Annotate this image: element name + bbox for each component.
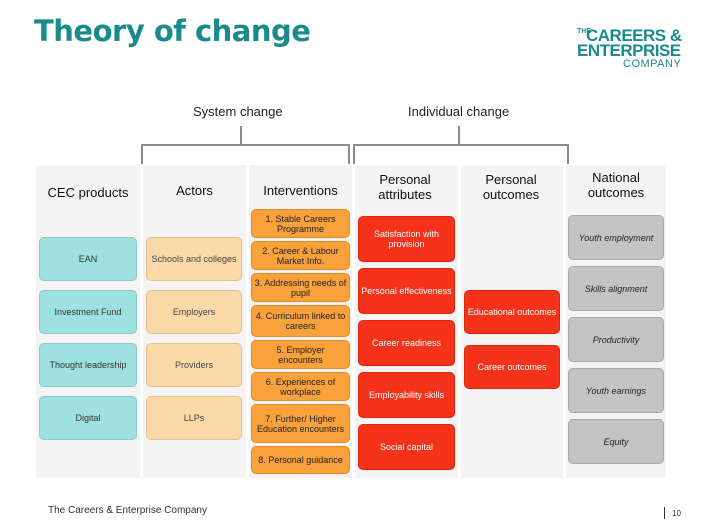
actor-schools-colleges: Schools and colleges [146, 237, 242, 281]
intervention-6: 6. Experiences of workplace [251, 372, 350, 401]
intervention-3: 3. Addressing needs of pupil [251, 273, 350, 302]
logo-line-1: CAREERS & [586, 26, 682, 45]
attribute-career-readiness: Career readiness [358, 320, 455, 366]
national-skills-alignment: Skills alignment [568, 266, 664, 311]
logo-line-3: COMPANY [623, 58, 682, 70]
cec-item-ean: EAN [39, 237, 137, 281]
intervention-8: 8. Personal guidance [251, 446, 350, 474]
national-youth-employment: Youth employment [568, 215, 664, 260]
attribute-personal-effectiveness: Personal effectiveness [358, 268, 455, 314]
actor-employers: Employers [146, 290, 242, 334]
logo-line-2: ENTERPRISE [577, 41, 681, 60]
slide-title: Theory of change [34, 14, 311, 48]
page-number: 10 [672, 509, 681, 518]
intervention-7: 7. Further/ Higher Education encounters [251, 404, 350, 443]
cec-item-thought-leadership: Thought leadership [39, 343, 137, 387]
individual-change-label: Individual change [408, 104, 510, 119]
individual-bracket [353, 144, 569, 164]
system-change-label: System change [193, 104, 283, 119]
footer-company: The Careers & Enterprise Company [48, 505, 207, 516]
attribute-social-capital: Social capital [358, 424, 455, 470]
actors-header: Actors [176, 183, 213, 198]
outcome-educational: Educational outcomes [464, 290, 560, 334]
intervention-5: 5. Employer encounters [251, 340, 350, 369]
actor-llps: LLPs [146, 396, 242, 440]
interventions-header: Interventions [263, 183, 338, 198]
intervention-2: 2. Career & Labour Market Info. [251, 241, 350, 270]
system-bracket-stem [240, 126, 242, 144]
cec-item-digital: Digital [39, 396, 137, 440]
company-logo: THE CAREERS & ENTERPRISE COMPANY [577, 26, 687, 72]
personal-outcomes-header: Personal outcomes [482, 172, 540, 202]
outcome-career: Career outcomes [464, 345, 560, 389]
system-bracket [141, 144, 350, 164]
individual-bracket-stem [458, 126, 460, 144]
national-youth-earnings: Youth earnings [568, 368, 664, 413]
attribute-employability-skills: Employability skills [358, 372, 455, 418]
actor-providers: Providers [146, 343, 242, 387]
attribute-satisfaction: Satisfaction with provision [358, 216, 455, 262]
personal-attributes-header: Personal attributes [378, 172, 432, 202]
intervention-4: 4. Curriculum linked to careers [251, 305, 350, 337]
page-divider [664, 507, 665, 519]
logo-the: THE [577, 28, 591, 35]
national-outcomes-header: National outcomes [587, 170, 645, 200]
national-productivity: Productivity [568, 317, 664, 362]
national-equity: Equity [568, 419, 664, 464]
intervention-1: 1. Stable Careers Programme [251, 209, 350, 238]
cec-products-header: CEC products [47, 185, 129, 200]
cec-item-investment-fund: Investment Fund [39, 290, 137, 334]
